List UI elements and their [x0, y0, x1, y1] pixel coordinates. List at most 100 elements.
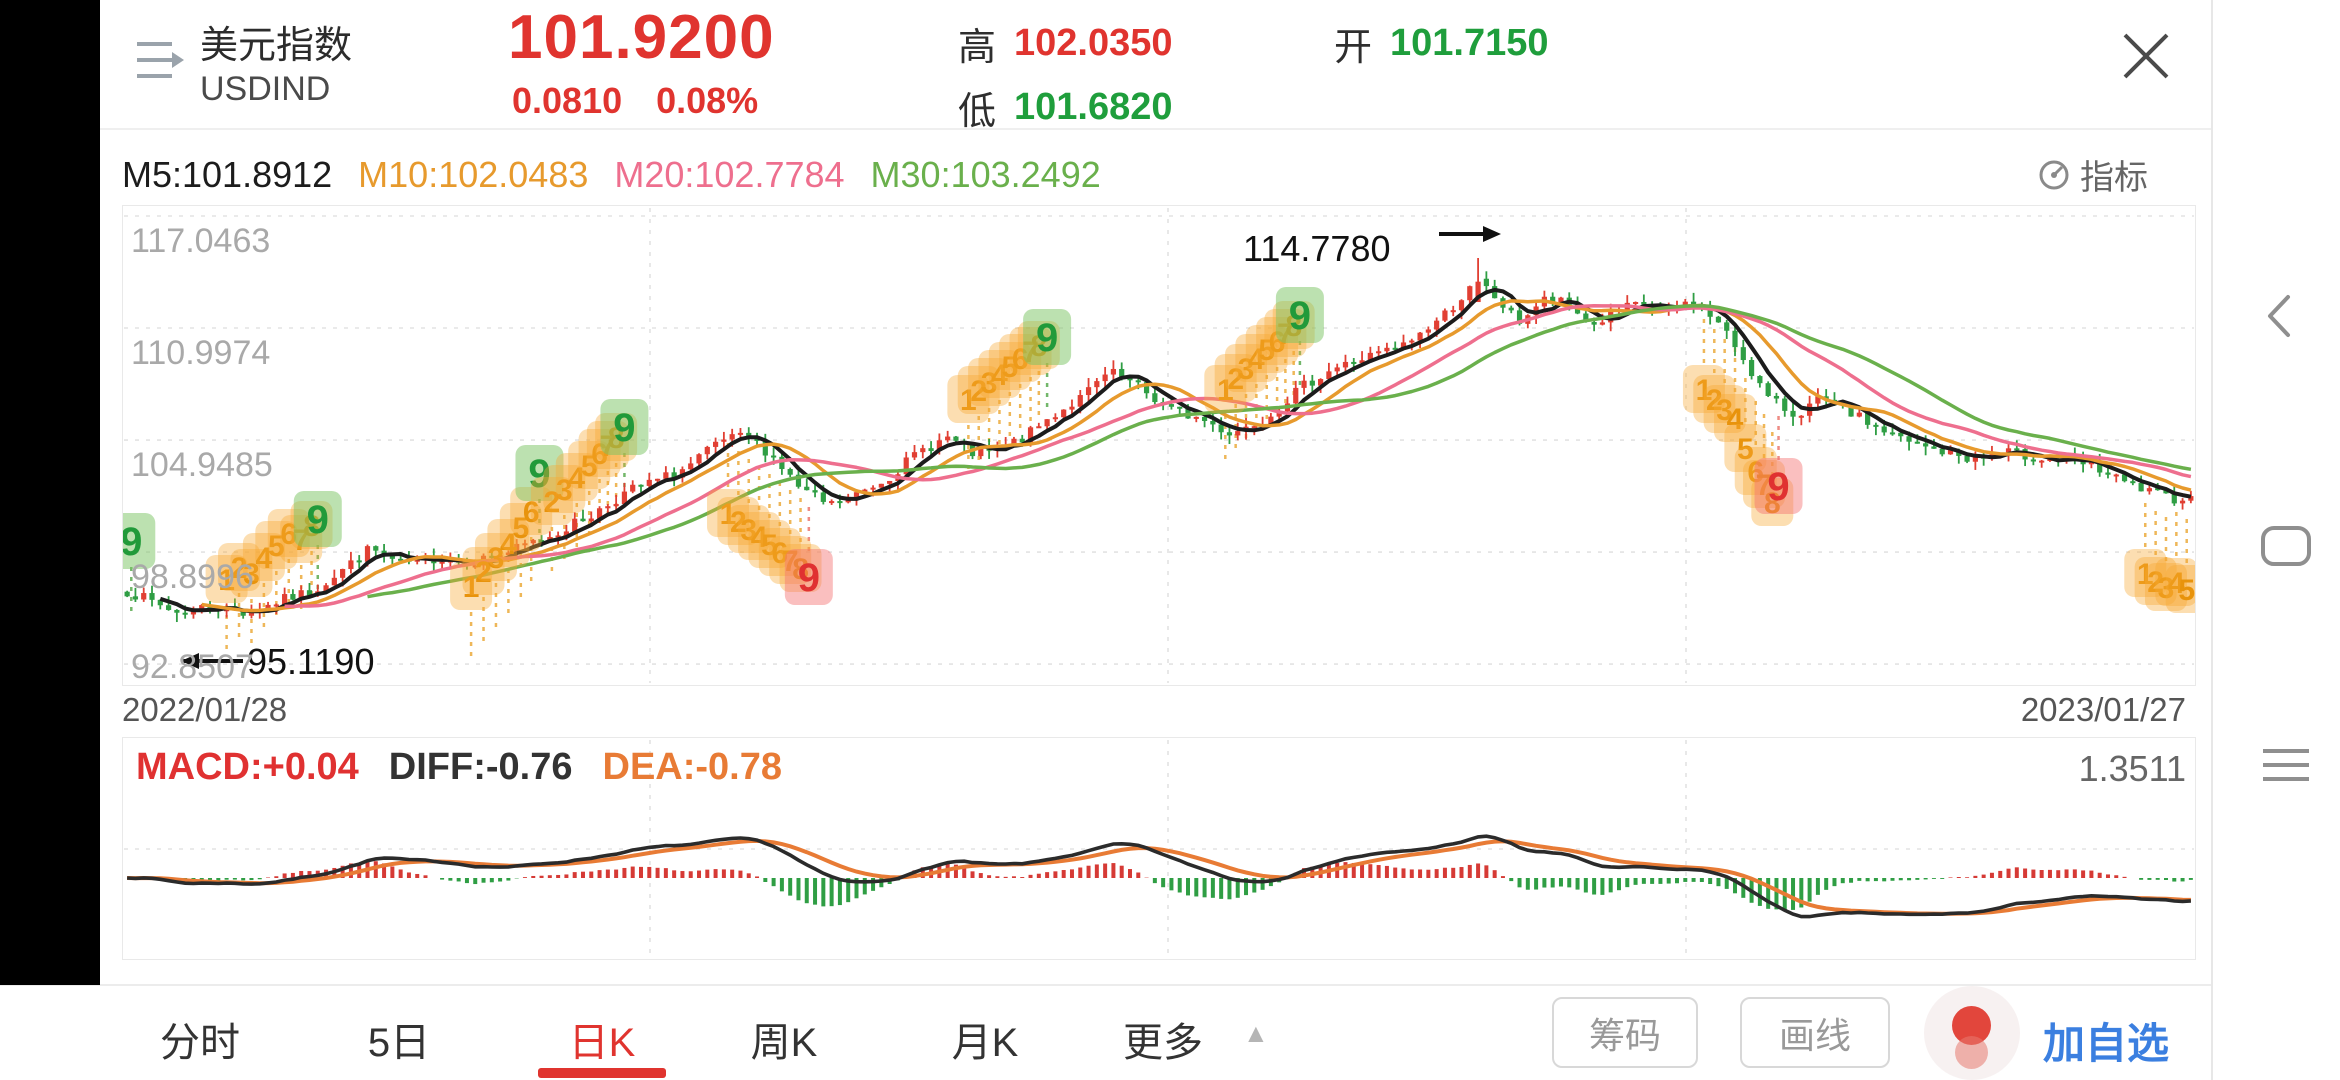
diff-value: DIFF:-0.76: [388, 746, 573, 788]
svg-text:9: 9: [1289, 294, 1311, 338]
svg-text:4: 4: [991, 359, 1008, 392]
svg-text:3: 3: [243, 558, 260, 591]
svg-text:3: 3: [740, 514, 757, 547]
diff-line: [127, 834, 2192, 919]
svg-text:7: 7: [1756, 469, 1773, 502]
last-price: 101.9200: [508, 3, 775, 72]
svg-text:4: 4: [568, 462, 585, 495]
date-axis: 2022/01/28 2023/01/27: [122, 691, 2186, 729]
active-tab-underline: [538, 1068, 666, 1078]
svg-text:3: 3: [1238, 353, 1255, 386]
svg-text:4: 4: [2168, 567, 2185, 600]
svg-text:7: 7: [782, 545, 799, 578]
tab-月K[interactable]: 月K: [951, 1021, 1019, 1065]
draw-line-button[interactable]: 画线: [1740, 997, 1890, 1068]
svg-text:5: 5: [2178, 574, 2195, 607]
svg-text:1: 1: [2137, 558, 2154, 591]
y-axis-label: 92.8507: [131, 648, 254, 686]
svg-text:3: 3: [981, 367, 998, 400]
close-icon[interactable]: [2117, 27, 2175, 85]
ma30-value: M30:103.2492: [870, 154, 1101, 195]
chips-button[interactable]: 筹码: [1552, 997, 1698, 1068]
nav-back-icon[interactable]: [2262, 291, 2296, 341]
main-candlestick-chart[interactable]: 9123456789123456923456789123456789123456…: [122, 205, 2196, 686]
svg-text:4: 4: [751, 521, 768, 554]
svg-text:9: 9: [613, 406, 635, 450]
switch-symbol-icon[interactable]: [134, 34, 184, 88]
svg-text:2: 2: [231, 552, 248, 585]
svg-text:2: 2: [1706, 384, 1723, 417]
symbol-code: USDIND: [200, 70, 331, 108]
price-change: 0.0810: [512, 80, 623, 121]
svg-text:2: 2: [730, 506, 747, 539]
svg-text:1: 1: [720, 498, 737, 531]
y-axis-label: 98.8996: [131, 558, 254, 596]
symbol-title: 美元指数: [200, 25, 353, 67]
macd-svg: [124, 740, 2194, 957]
stat-low: 低 101.6820: [958, 80, 1173, 135]
macd-value: MACD:+0.04: [136, 746, 359, 788]
svg-text:5: 5: [761, 529, 778, 562]
tab-5日[interactable]: 5日: [367, 1021, 431, 1065]
svg-text:9: 9: [307, 498, 329, 542]
candlestick-svg: 9123456789123456923456789123456789123456…: [123, 208, 2195, 683]
macd-panel[interactable]: [122, 737, 2196, 960]
ma20-value: M20:102.7784: [614, 154, 845, 195]
svg-text:2: 2: [2147, 566, 2164, 599]
svg-text:4: 4: [256, 542, 273, 575]
svg-text:1: 1: [1696, 374, 1713, 407]
gauge-icon: [2036, 157, 2072, 193]
svg-text:1: 1: [463, 571, 480, 604]
svg-text:2: 2: [1227, 363, 1244, 396]
svg-text:5: 5: [512, 512, 529, 545]
tab-更多[interactable]: 更多: [1123, 1021, 1203, 1065]
dea-line: [127, 838, 2191, 916]
tab-日K[interactable]: 日K: [568, 1021, 636, 1065]
svg-text:8: 8: [792, 553, 809, 586]
svg-text:2: 2: [970, 375, 987, 408]
record-dot-pulse: [1955, 1036, 1988, 1069]
stat-high: 高 102.0350: [958, 16, 1173, 71]
tab-周K[interactable]: 周K: [750, 1021, 818, 1065]
svg-text:9: 9: [798, 556, 820, 600]
start-date: 2022/01/28: [122, 691, 288, 728]
svg-text:4: 4: [1727, 403, 1744, 436]
stat-low-value: 101.6820: [1014, 86, 1173, 128]
svg-text:5: 5: [581, 450, 598, 483]
tab-分时[interactable]: 分时: [160, 1021, 240, 1065]
svg-text:6: 6: [523, 496, 540, 529]
svg-text:9: 9: [528, 452, 550, 496]
macd-scale-value: 1.3511: [2078, 748, 2186, 789]
ma5-value: M5:101.8912: [122, 154, 333, 195]
sidebar-divider: [2211, 0, 2213, 1080]
svg-text:114.7780: 114.7780: [1243, 228, 1390, 269]
stat-high-label: 高: [958, 27, 997, 69]
svg-text:6: 6: [771, 537, 788, 570]
indicator-button[interactable]: 指标: [2036, 150, 2148, 199]
dea-value: DEA:-0.78: [602, 746, 783, 788]
ma10-value: M10:102.0483: [358, 154, 589, 195]
svg-text:8: 8: [1764, 487, 1781, 520]
svg-text:5: 5: [1001, 351, 1018, 384]
svg-text:5: 5: [268, 530, 285, 563]
nav-home-icon[interactable]: [2260, 525, 2312, 567]
svg-text:3: 3: [488, 542, 505, 575]
ma20-line: [284, 304, 2192, 609]
stat-low-label: 低: [958, 91, 997, 133]
svg-text:1: 1: [218, 564, 235, 597]
ma-values-bar: M5:101.8912 M10:102.0483 M20:102.7784 M3…: [122, 154, 1101, 196]
indicator-label: 指标: [2080, 159, 2148, 197]
macd-values-bar: MACD:+0.04 DIFF:-0.76 DEA:-0.78: [136, 746, 782, 789]
svg-text:5: 5: [1737, 433, 1754, 466]
stat-open: 开 101.7150: [1334, 16, 1549, 71]
end-date: 2023/01/27: [2020, 691, 2186, 728]
add-watchlist-button[interactable]: 加自选: [2043, 1020, 2170, 1067]
td-count-badges: 9123456789123456923456789123456789123456…: [123, 287, 2195, 613]
svg-text:2: 2: [475, 556, 492, 589]
stat-open-value: 101.7150: [1390, 22, 1549, 64]
y-axis-label: 110.9974: [131, 334, 271, 372]
nav-recents-icon[interactable]: [2260, 747, 2312, 783]
more-arrow-icon[interactable]: ▲: [1243, 1018, 1269, 1048]
y-axis-label: 117.0463: [131, 222, 271, 260]
